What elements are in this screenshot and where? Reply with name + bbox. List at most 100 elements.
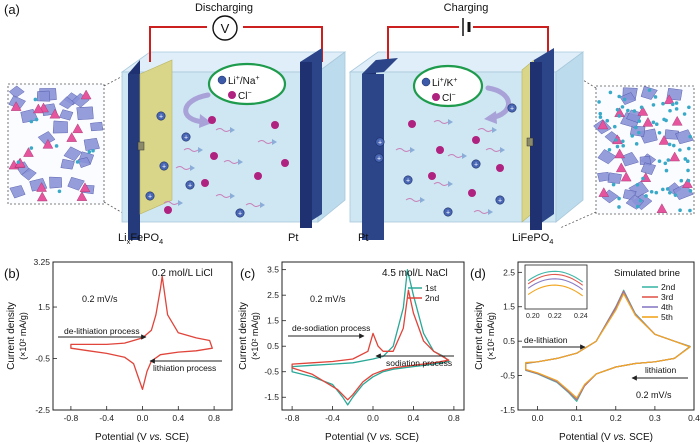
ion-direction-icon [410, 147, 415, 153]
chart-d-ylabel-units: (×10² mA/g) [486, 312, 496, 360]
chart-b: -0.8 -0.4 0.0 0.4 0.8 3.25 1.5 -0.5 -2.5 0.2 mol… [6, 257, 233, 443]
li-site [29, 119, 34, 124]
right-pt-label: Pt [358, 232, 368, 244]
cation-icon [495, 195, 505, 205]
x-tick-label: 0.0 [137, 413, 149, 423]
feo6-octahedron [597, 171, 610, 182]
chart-b-title: 0.2 mol/L LiCl [152, 268, 213, 279]
po4-tetrahedron [36, 191, 48, 202]
li-site [661, 101, 665, 106]
li-site [667, 142, 672, 147]
chart-d-xlabel: Potential (V vs. SCE) [559, 432, 653, 443]
panel-label-b: (b) [4, 266, 20, 281]
li-site [688, 188, 693, 193]
right-cation-label: Li+/K+ [432, 77, 457, 89]
chart-d-legend-label: 2nd [661, 282, 675, 292]
panel-label-c: (c) [240, 266, 255, 281]
chart-d-title: Simulated brine [614, 268, 680, 279]
feo6-octahedron [619, 92, 637, 106]
li-site [668, 108, 672, 113]
po4-tetrahedron [10, 101, 22, 111]
li-site [674, 107, 679, 111]
crystal-structure-right [593, 85, 695, 215]
feo6-octahedron [626, 109, 643, 124]
po4-tetrahedron [33, 103, 44, 114]
li-site [688, 134, 693, 139]
li-site [639, 105, 644, 110]
ion-direction-icon [260, 202, 265, 208]
chart-d-scan-rate: 0.2 mV/s [636, 390, 672, 400]
inset-series-3rd [527, 273, 584, 286]
ion-direction-icon [178, 200, 183, 206]
li-site [667, 190, 672, 195]
cation-plus-glyph: + [474, 162, 478, 169]
feo6-octahedron [60, 158, 75, 170]
ion-trail [223, 160, 239, 164]
feo6-octahedron [8, 95, 26, 110]
ion-direction-icon [462, 153, 467, 159]
chart-d: 0.0 0.1 0.2 0.3 0.4 2.5 1.5 0.5 -0.5 -1.5 Simulat… [474, 261, 700, 443]
anion-icon [436, 146, 444, 154]
feo6-octahedron [620, 151, 639, 167]
anion-icon [428, 172, 436, 180]
li-site [91, 148, 95, 153]
left-anion-label: Cl− [238, 90, 252, 102]
cation-plus-glyph: + [406, 178, 410, 185]
wire [473, 26, 549, 62]
feo6-octahedron [76, 106, 94, 121]
li-site [635, 204, 640, 209]
anion-icon [408, 120, 416, 128]
cation-plus-glyph: + [378, 140, 382, 147]
inset-series-2nd [527, 270, 584, 283]
x-tick-label: -0.8 [285, 413, 300, 423]
li-site [649, 189, 654, 194]
anion-icon [271, 121, 279, 129]
feo6-octahedron [63, 146, 82, 162]
wire [149, 26, 207, 62]
anion-icon [228, 91, 236, 99]
po4-tetrahedron [598, 187, 610, 197]
y-tick-label: -0.5 [35, 354, 50, 364]
x-tick-label: 0.8 [208, 413, 220, 423]
li-site [688, 208, 692, 213]
feo6-octahedron [640, 162, 657, 176]
li-site [683, 157, 688, 161]
ion-trail [183, 148, 199, 152]
pt-electrode [362, 74, 384, 240]
li-site [671, 143, 676, 148]
li-site [687, 105, 691, 110]
li-site [621, 143, 626, 148]
y-tick-label: 1.5 [503, 302, 515, 312]
zoom-line [559, 211, 597, 229]
li-site [657, 130, 662, 135]
panel-label-d: (d) [470, 266, 486, 281]
ion-trail [433, 120, 449, 124]
ion-direction-icon [230, 127, 235, 133]
cation-icon [443, 207, 453, 217]
chart-c-series-2nd [291, 289, 450, 401]
ion-direction-icon [198, 147, 203, 153]
lifepo4-label: LiFePO4 [512, 232, 553, 246]
x-tick-label: 0.8 [448, 413, 460, 423]
fepo4-film [139, 59, 173, 215]
lixfepo4-electrode [128, 74, 140, 240]
ion-trail [257, 140, 273, 144]
li-site [615, 144, 620, 149]
ion-trail [473, 210, 489, 214]
po4-tetrahedron [79, 182, 91, 192]
po4-tetrahedron [42, 138, 54, 149]
anion-icon [208, 116, 216, 124]
feo6-octahedron [21, 167, 37, 181]
li-site [87, 150, 92, 154]
chart-d-legend-label: 5th [661, 312, 673, 322]
chart-c-annotation-sodiation: sodiation process [386, 358, 452, 368]
y-tick-label: 3.5 [267, 265, 279, 275]
li-site [686, 178, 691, 183]
li-site [632, 109, 637, 113]
tank-side [317, 51, 346, 223]
ion-direction-icon [238, 159, 243, 165]
chart-c-legend-1st: 1st [425, 283, 437, 293]
cation-icon [235, 208, 245, 218]
chart-c-ylabel-units: (×10² mA/g) [250, 312, 260, 360]
feo6-octahedron [8, 85, 25, 99]
